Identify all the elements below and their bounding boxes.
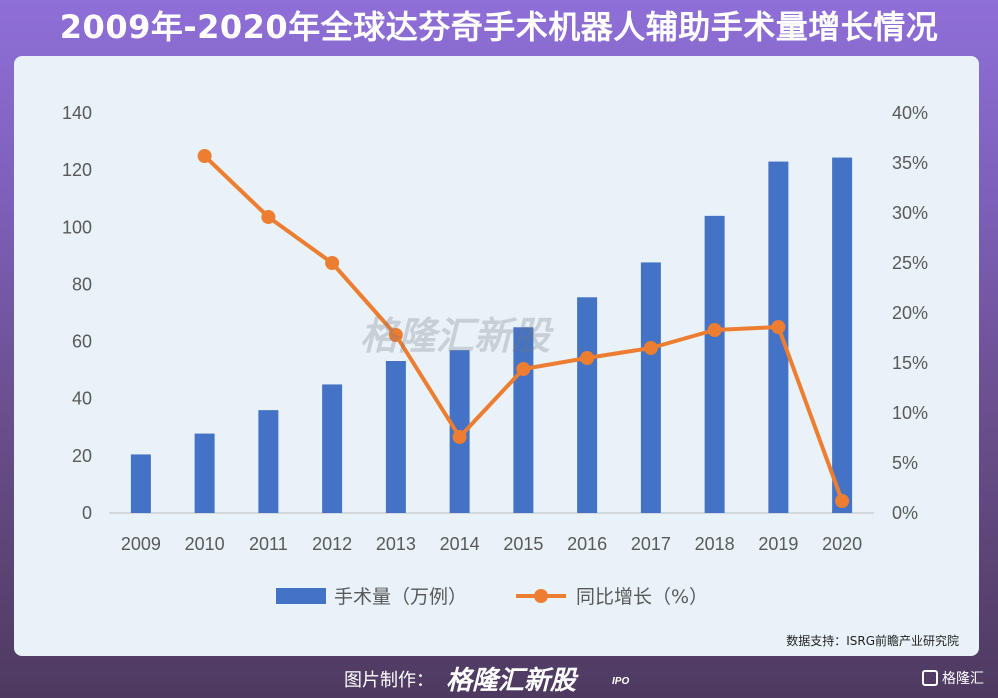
- x-tick-label: 2016: [567, 534, 607, 554]
- bar-2017: [640, 262, 661, 513]
- legend-line-label: 同比增长（%）: [576, 586, 708, 608]
- bar-2018: [704, 215, 725, 513]
- bar-2019: [768, 161, 789, 514]
- footer-corner-text: 格隆汇: [942, 671, 984, 687]
- y-right-tick-label: 40%: [892, 103, 928, 123]
- x-tick-label: 2012: [312, 534, 352, 554]
- legend-line-marker: [534, 589, 548, 603]
- y-left-tick-label: 40: [72, 389, 92, 409]
- bar-2012: [322, 384, 343, 513]
- bar-2009: [130, 454, 151, 513]
- y-right-tick-label: 25%: [892, 253, 928, 273]
- growth-point-2020: [835, 494, 850, 508]
- growth-point-2014: [452, 430, 467, 444]
- y-left-tick-label: 120: [62, 160, 92, 180]
- growth-point-2019: [771, 320, 786, 334]
- y-right-tick-label: 35%: [892, 153, 928, 173]
- footer: 图片制作： 格隆汇新股 IPO 格隆汇: [0, 656, 998, 698]
- x-tick-label: 2020: [822, 534, 862, 554]
- growth-point-2017: [643, 341, 658, 355]
- chart: 0 20 40 60 80 100 120 140 0% 5% 10% 15% 20% 25% 30% 35%…: [62, 103, 928, 608]
- y-right-tick-label: 0%: [892, 503, 918, 523]
- y-right-tick-label: 30%: [892, 203, 928, 223]
- growth-point-2010: [197, 149, 212, 163]
- bar-2016: [577, 297, 598, 513]
- x-tick-label: 2019: [758, 534, 798, 554]
- x-tick-label: 2017: [631, 534, 671, 554]
- y-left-tick-label: 80: [72, 274, 92, 294]
- source-note: 数据支持：ISRG前瞻产业研究院: [786, 634, 959, 648]
- growth-point-2015: [516, 362, 531, 376]
- y-left-tick-label: 20: [72, 446, 92, 466]
- y-left-tick-label: 60: [72, 332, 92, 352]
- footer-brand-logo: 格隆汇新股: [446, 666, 577, 696]
- x-tick-label: 2014: [440, 534, 480, 554]
- x-tick-label: 2009: [121, 534, 161, 554]
- y-left-tick-label: 0: [82, 503, 92, 523]
- y-right-tick-label: 10%: [892, 403, 928, 423]
- growth-point-2013: [388, 328, 403, 342]
- bar-2020: [832, 157, 853, 514]
- bar-2015: [513, 327, 534, 513]
- x-tick-label: 2013: [376, 534, 416, 554]
- footer-label: 图片制作：: [344, 670, 434, 691]
- legend-bar-swatch: [276, 588, 326, 604]
- y-left-tick-label: 140: [62, 103, 92, 123]
- brand-icon: [922, 670, 938, 686]
- y-left-tick-label: 100: [62, 217, 92, 237]
- x-tick-label: 2010: [185, 534, 225, 554]
- x-tick-label: 2018: [695, 534, 735, 554]
- page-title: 2009年-2020年全球达芬奇手术机器人辅助手术量增长情况: [59, 8, 939, 46]
- x-tick-label: 2015: [503, 534, 543, 554]
- legend-bar-label: 手术量（万例）: [334, 586, 467, 608]
- growth-point-2011: [261, 210, 276, 224]
- footer-corner-logo: 格隆汇: [922, 668, 984, 688]
- y-right-tick-label: 15%: [892, 353, 928, 373]
- bar-2013: [385, 361, 406, 513]
- bar-2011: [258, 410, 279, 513]
- bar-2010: [194, 433, 215, 513]
- growth-point-2018: [707, 323, 722, 337]
- y-right-tick-label: 20%: [892, 303, 928, 323]
- footer-brand-sub: IPO: [612, 676, 630, 687]
- x-tick-label: 2011: [249, 534, 288, 554]
- chart-card: 0 20 40 60 80 100 120 140 0% 5% 10% 15% 20% 25% 30% 35%…: [14, 56, 979, 656]
- growth-point-2012: [325, 256, 340, 270]
- y-right-tick-label: 5%: [892, 453, 918, 473]
- growth-point-2016: [580, 351, 595, 365]
